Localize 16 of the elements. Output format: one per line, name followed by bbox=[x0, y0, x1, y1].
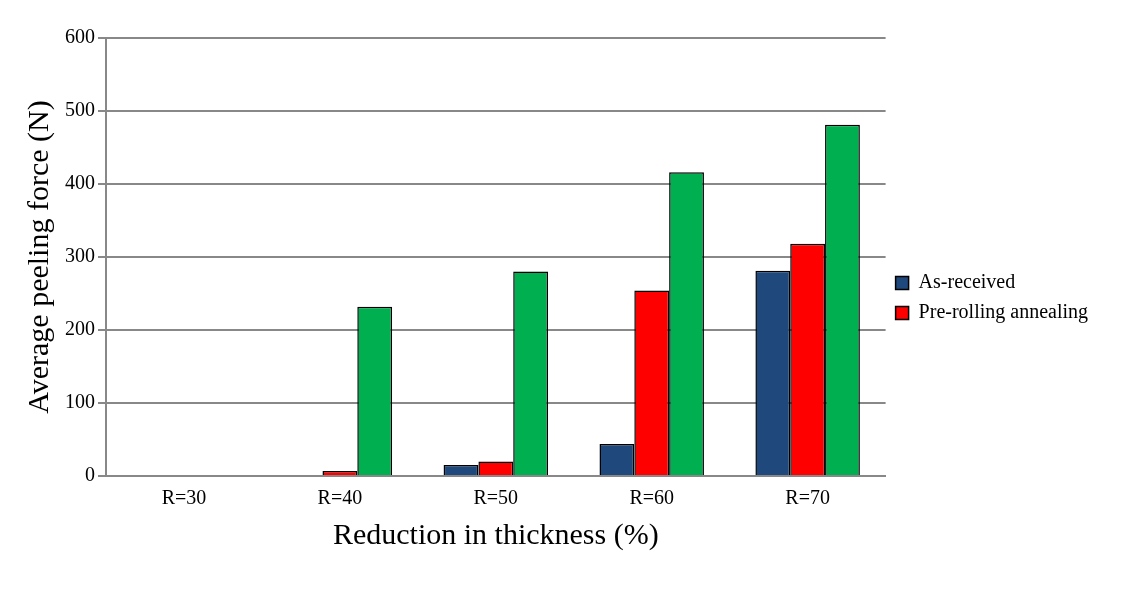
x-tick-label: R=70 bbox=[785, 486, 830, 509]
legend-label: As-received bbox=[918, 270, 1016, 293]
x-tick-label: R=30 bbox=[161, 486, 207, 509]
y-tick-label: 400 bbox=[65, 171, 95, 194]
legend-label: Pre-rolling annealing bbox=[918, 300, 1089, 324]
y-tick-label: 0 bbox=[85, 463, 95, 486]
x-tick-label: R=60 bbox=[629, 486, 675, 509]
x-axis-title: Reduction in thickness (%) bbox=[332, 516, 659, 551]
y-axis-title: Average peeling force (N) bbox=[20, 100, 55, 414]
x-tick-label: R=50 bbox=[473, 486, 519, 509]
y-tick-label: 200 bbox=[65, 317, 95, 340]
y-tick-label: 100 bbox=[65, 390, 95, 413]
y-tick-label: 300 bbox=[65, 244, 95, 267]
y-tick-label: 600 bbox=[65, 25, 95, 48]
x-tick-label: R=40 bbox=[317, 486, 363, 509]
y-tick-label: 500 bbox=[65, 98, 95, 121]
